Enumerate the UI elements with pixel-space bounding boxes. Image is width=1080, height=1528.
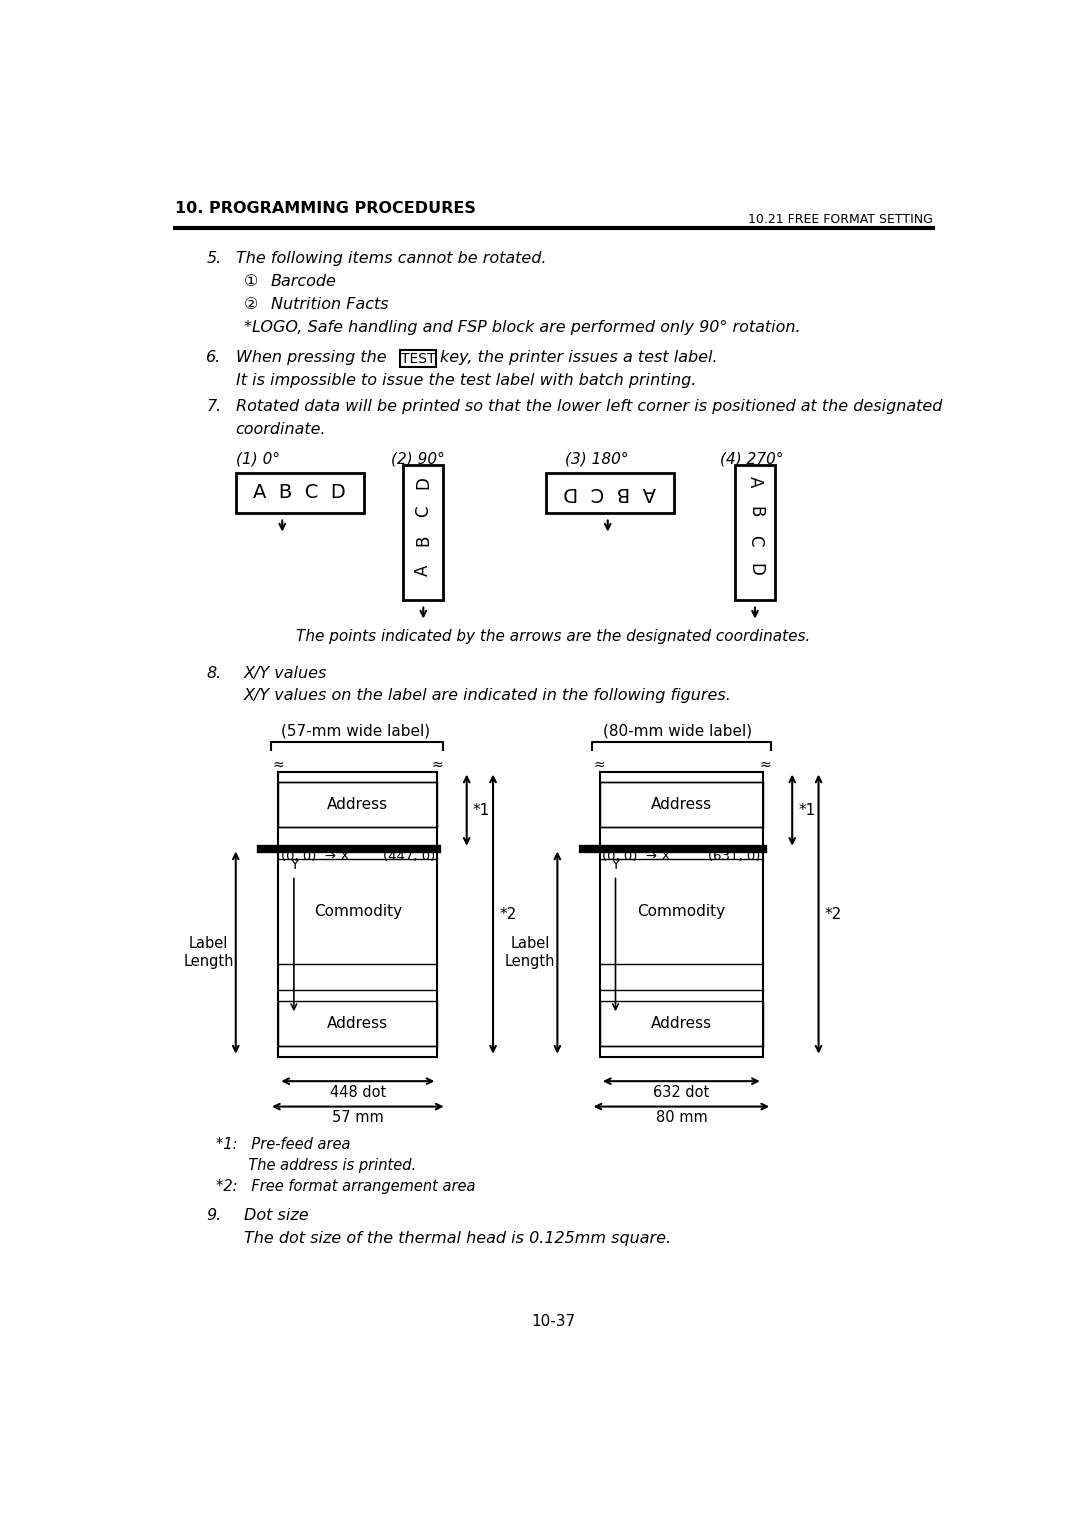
Text: *1: *1 <box>473 802 490 817</box>
Bar <box>734 465 775 601</box>
Text: 10. PROGRAMMING PROCEDURES: 10. PROGRAMMING PROCEDURES <box>175 202 476 215</box>
Text: *2:   Free format arrangement area: *2: Free format arrangement area <box>216 1180 476 1193</box>
Text: *1:   Pre-feed area: *1: Pre-feed area <box>216 1137 351 1152</box>
Text: Commodity: Commodity <box>314 905 402 920</box>
Text: (80-mm wide label): (80-mm wide label) <box>603 724 752 740</box>
Text: When pressing the: When pressing the <box>235 350 387 365</box>
Text: The following items cannot be rotated.: The following items cannot be rotated. <box>235 251 546 266</box>
Bar <box>400 350 435 367</box>
Text: ②: ② <box>243 298 258 312</box>
Text: TEST: TEST <box>401 351 435 365</box>
Text: C: C <box>746 535 764 547</box>
Bar <box>235 472 364 513</box>
Text: (4) 270°: (4) 270° <box>720 451 784 466</box>
Text: Dot size: Dot size <box>243 1209 308 1224</box>
Text: Address: Address <box>651 798 712 813</box>
Text: Nutrition Facts: Nutrition Facts <box>271 298 388 312</box>
Text: Label
Length: Label Length <box>505 937 555 969</box>
Bar <box>545 472 674 513</box>
Text: A  B  C  D: A B C D <box>254 483 346 503</box>
Text: 8.: 8. <box>206 666 221 681</box>
Text: (2) 90°: (2) 90° <box>391 451 445 466</box>
Text: Rotated data will be printed so that the lower left corner is positioned at the : Rotated data will be printed so that the… <box>235 399 942 414</box>
Text: 5.: 5. <box>206 251 221 266</box>
Text: ≈: ≈ <box>272 758 284 772</box>
Text: 7.: 7. <box>206 399 221 414</box>
Bar <box>279 1001 437 1045</box>
Text: ≈: ≈ <box>432 758 444 772</box>
Text: Y: Y <box>289 857 298 872</box>
Text: (1) 0°: (1) 0° <box>235 451 280 466</box>
Text: (631, 0): (631, 0) <box>708 850 760 863</box>
Text: ≈: ≈ <box>594 758 606 772</box>
Text: B: B <box>415 535 432 547</box>
Text: 80 mm: 80 mm <box>656 1111 707 1126</box>
Text: *LOGO, Safe handling and FSP block are performed only 90° rotation.: *LOGO, Safe handling and FSP block are p… <box>243 321 800 336</box>
Bar <box>600 782 762 827</box>
Text: Barcode: Barcode <box>271 274 337 289</box>
Text: The dot size of the thermal head is 0.125mm square.: The dot size of the thermal head is 0.12… <box>243 1232 671 1247</box>
Text: Y: Y <box>611 857 620 872</box>
Text: (0, 0)  → X: (0, 0) → X <box>603 850 671 863</box>
Text: (3) 180°: (3) 180° <box>565 451 629 466</box>
Text: coordinate.: coordinate. <box>235 422 326 437</box>
Text: X/Y values on the label are indicated in the following figures.: X/Y values on the label are indicated in… <box>243 688 731 703</box>
Text: ①: ① <box>243 274 258 289</box>
Text: D: D <box>746 564 764 576</box>
Text: X/Y values: X/Y values <box>243 666 327 681</box>
Text: D: D <box>415 475 432 489</box>
Text: It is impossible to issue the test label with batch printing.: It is impossible to issue the test label… <box>235 373 697 388</box>
Text: The address is printed.: The address is printed. <box>216 1158 417 1174</box>
Text: Label
Length: Label Length <box>184 937 234 969</box>
Text: A  B  C  D: A B C D <box>564 483 656 503</box>
Text: 10-37: 10-37 <box>531 1314 576 1329</box>
Text: 632 dot: 632 dot <box>653 1085 710 1100</box>
Text: C: C <box>415 506 432 516</box>
Bar <box>279 782 437 827</box>
Text: Address: Address <box>651 1016 712 1031</box>
Text: *1: *1 <box>798 802 815 817</box>
Text: 448 dot: 448 dot <box>329 1085 386 1100</box>
Text: *2: *2 <box>825 906 842 921</box>
Text: 10.21 FREE FORMAT SETTING: 10.21 FREE FORMAT SETTING <box>748 212 933 226</box>
Text: A: A <box>415 564 432 576</box>
Text: Address: Address <box>327 798 389 813</box>
Text: The points indicated by the arrows are the designated coordinates.: The points indicated by the arrows are t… <box>296 630 811 645</box>
Bar <box>403 465 444 601</box>
Bar <box>600 1001 762 1045</box>
Text: 57 mm: 57 mm <box>332 1111 383 1126</box>
Text: (0, 0)  → X: (0, 0) → X <box>281 850 349 863</box>
Text: 9.: 9. <box>206 1209 221 1224</box>
Text: A: A <box>746 477 764 487</box>
Text: ≈: ≈ <box>759 758 771 772</box>
Text: Commodity: Commodity <box>637 905 726 920</box>
Text: B: B <box>746 506 764 516</box>
Text: (57-mm wide label): (57-mm wide label) <box>281 724 431 740</box>
Text: Address: Address <box>327 1016 389 1031</box>
Text: *2: *2 <box>499 906 516 921</box>
Text: 6.: 6. <box>206 350 221 365</box>
Text: key, the printer issues a test label.: key, the printer issues a test label. <box>440 350 717 365</box>
Text: (447, 0): (447, 0) <box>382 850 435 863</box>
